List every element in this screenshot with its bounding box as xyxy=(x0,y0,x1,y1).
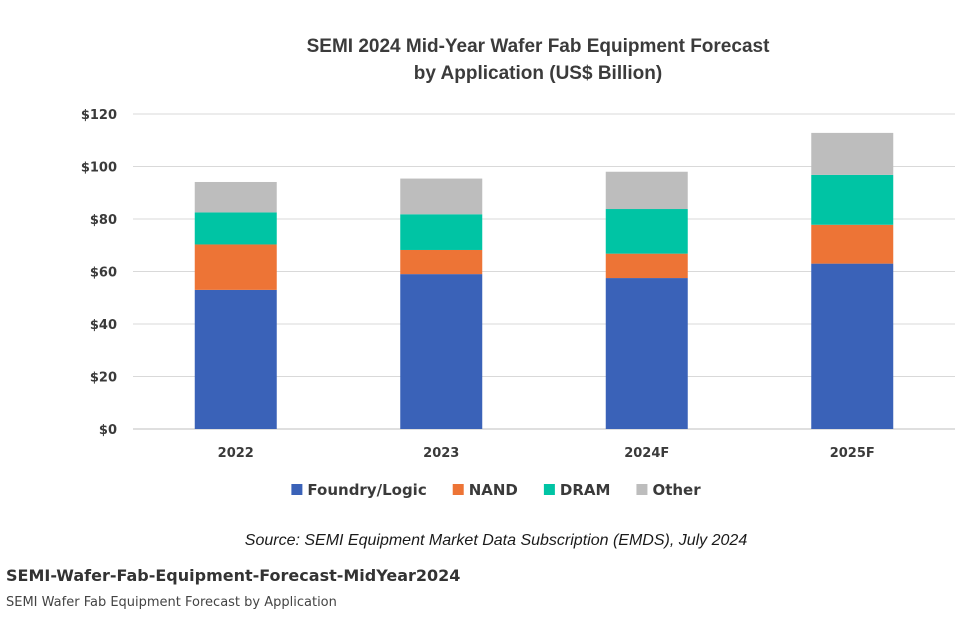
y-tick-label: $120 xyxy=(81,108,117,123)
bar-segment xyxy=(811,224,894,264)
legend-item: DRAM xyxy=(543,481,611,499)
bar-segment xyxy=(400,249,483,275)
x-tick-label: 2025F xyxy=(830,446,875,461)
y-tick-label: $60 xyxy=(90,266,117,281)
bar-segment xyxy=(811,263,894,429)
bar-segment xyxy=(194,289,277,429)
legend-swatch xyxy=(452,484,464,495)
bar-segment xyxy=(811,174,894,225)
chart-title: SEMI 2024 Mid-Year Wafer Fab Equipment F… xyxy=(307,36,770,57)
y-tick-label: $100 xyxy=(81,161,117,176)
x-tick-label: 2024F xyxy=(624,446,669,461)
legend-item: Other xyxy=(636,481,701,499)
caption-subtitle: SEMI Wafer Fab Equipment Forecast by App… xyxy=(6,595,337,610)
legend-label: NAND xyxy=(469,481,518,499)
bar-segment xyxy=(194,244,277,290)
x-axis-labels: 2022 2023 2024F 2025F xyxy=(218,446,875,461)
bar-segment xyxy=(194,181,277,213)
bar-segment xyxy=(811,132,894,175)
source-note: Source: SEMI Equipment Market Data Subsc… xyxy=(245,532,748,549)
bar-segment xyxy=(400,178,483,215)
bar-segment xyxy=(605,253,688,279)
legend-swatch xyxy=(543,484,555,495)
legend-label: Other xyxy=(652,481,701,499)
caption-title: SEMI-Wafer-Fab-Equipment-Forecast-MidYea… xyxy=(6,566,461,585)
y-tick-label: $20 xyxy=(90,371,117,386)
bar-segment xyxy=(194,212,277,245)
bar-segment xyxy=(400,274,483,429)
bars xyxy=(194,132,894,429)
legend: Foundry/Logic NAND DRAM Other xyxy=(291,481,701,499)
legend-item: Foundry/Logic xyxy=(291,481,427,499)
y-axis-ticks: $0 $20 $40 $60 $80 $100 $120 xyxy=(81,108,117,438)
bar-segment xyxy=(605,278,688,429)
bar-segment xyxy=(605,171,688,210)
x-tick-label: 2023 xyxy=(423,446,459,461)
legend-item: NAND xyxy=(452,481,518,499)
bar-segment xyxy=(400,214,483,250)
legend-swatch xyxy=(291,484,303,495)
y-tick-label: $40 xyxy=(90,318,117,333)
bar-segment xyxy=(605,209,688,254)
y-tick-label: $0 xyxy=(99,423,117,438)
legend-label: Foundry/Logic xyxy=(307,481,426,499)
legend-label: DRAM xyxy=(560,481,611,499)
x-tick-label: 2022 xyxy=(218,446,254,461)
y-tick-label: $80 xyxy=(90,213,117,228)
chart-title-line2: by Application (US$ Billion) xyxy=(414,63,662,84)
legend-swatch xyxy=(636,484,648,495)
stacked-bar-chart: SEMI 2024 Mid-Year Wafer Fab Equipment F… xyxy=(81,36,955,549)
